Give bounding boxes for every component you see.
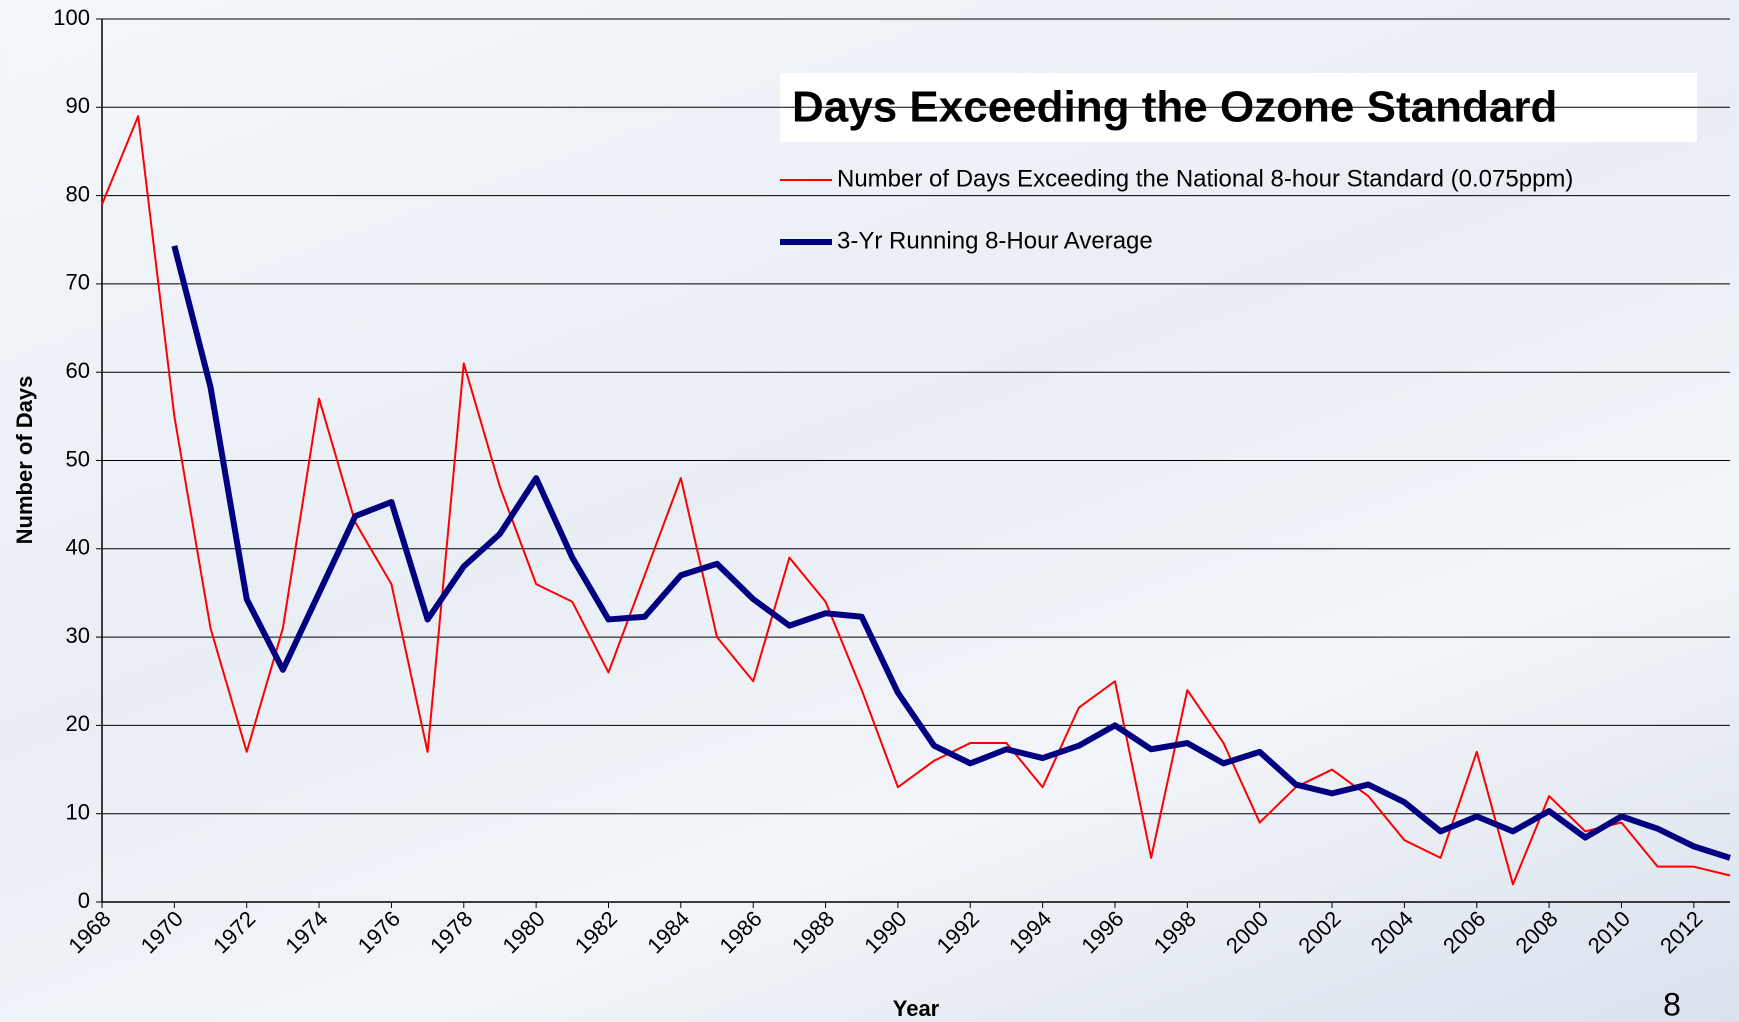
series-line xyxy=(171,245,1731,861)
x-tick-label: 1986 xyxy=(715,906,767,958)
x-tick-label: 1974 xyxy=(280,906,332,958)
series-line xyxy=(101,115,1731,886)
x-tick-label: 1994 xyxy=(1004,906,1056,958)
x-tick-label: 1970 xyxy=(136,906,188,958)
x-tick-label: 1988 xyxy=(787,906,839,958)
y-tick-label: 60 xyxy=(66,358,90,383)
y-tick-label: 80 xyxy=(66,181,90,206)
x-tick-label: 1980 xyxy=(497,906,549,958)
x-tick-label: 1996 xyxy=(1076,906,1128,958)
y-tick-label: 50 xyxy=(66,446,90,471)
x-tick-label: 1984 xyxy=(642,906,694,958)
y-tick-label: 0 xyxy=(78,888,90,913)
legend-label: Number of Days Exceeding the National 8-… xyxy=(837,165,1573,192)
x-tick-label: 1978 xyxy=(425,906,477,958)
x-axis-title: Year xyxy=(893,996,940,1021)
legend-label: 3-Yr Running 8-Hour Average xyxy=(837,227,1153,254)
x-tick-label: 1982 xyxy=(570,906,622,958)
y-tick-label: 30 xyxy=(66,623,90,648)
y-tick-label: 20 xyxy=(66,711,90,736)
x-tick-label: 1992 xyxy=(932,906,984,958)
y-tick-label: 10 xyxy=(66,800,90,825)
x-tick-label: 1990 xyxy=(859,906,911,958)
x-tick-label: 2002 xyxy=(1293,906,1345,958)
y-axis-title: Number of Days xyxy=(12,376,37,545)
x-tick-label: 2010 xyxy=(1583,906,1635,958)
x-tick-label: 2000 xyxy=(1221,906,1273,958)
x-tick-label: 2004 xyxy=(1366,906,1418,958)
y-tick-label: 100 xyxy=(53,5,90,30)
x-tick-label: 1968 xyxy=(63,906,115,958)
x-tick-label: 2012 xyxy=(1655,906,1707,958)
x-tick-label: 1998 xyxy=(1149,906,1201,958)
y-tick-label: 70 xyxy=(66,270,90,295)
x-tick-label: 2008 xyxy=(1510,906,1562,958)
x-tick-label: 2006 xyxy=(1438,906,1490,958)
page-number: 8 xyxy=(1663,986,1681,1022)
y-tick-label: 90 xyxy=(66,93,90,118)
y-tick-label: 40 xyxy=(66,535,90,560)
x-tick-label: 1976 xyxy=(353,906,405,958)
x-tick-label: 1972 xyxy=(208,906,260,958)
